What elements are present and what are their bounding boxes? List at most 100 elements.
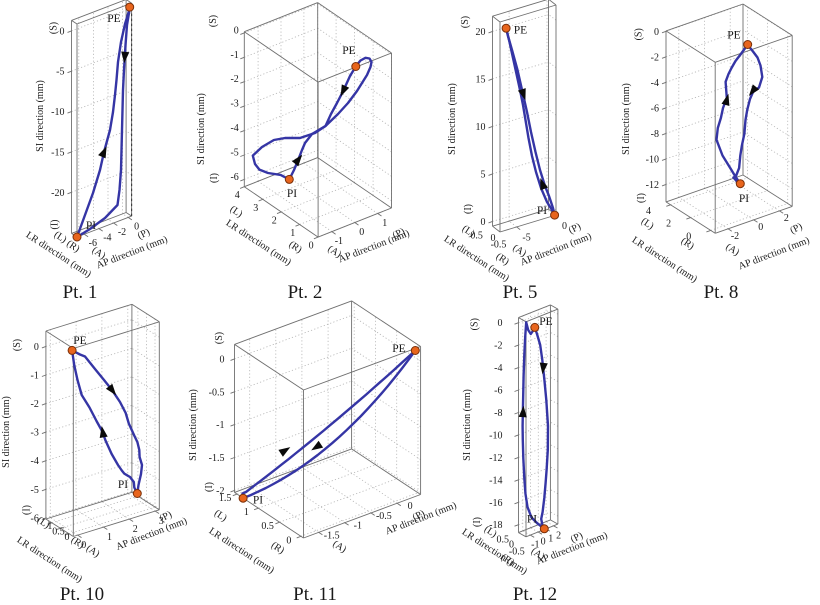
svg-text:(I): (I) [50, 220, 61, 230]
svg-text:1: 1 [382, 218, 387, 229]
svg-text:4: 4 [646, 206, 651, 217]
svg-text:0: 0 [541, 537, 546, 548]
svg-text:(P): (P) [567, 221, 583, 236]
svg-text:0: 0 [408, 501, 413, 512]
svg-text:-20: -20 [51, 188, 64, 199]
svg-text:-6: -6 [494, 386, 502, 397]
svg-text:-0.5: -0.5 [509, 546, 525, 557]
svg-text:-8: -8 [494, 408, 502, 419]
svg-text:(I): (I) [472, 517, 483, 527]
svg-text:Pt. 8: Pt. 8 [704, 282, 739, 303]
svg-text:SI direction (mm): SI direction (mm) [1, 396, 12, 468]
svg-text:1: 1 [47, 521, 52, 532]
svg-text:0: 0 [286, 535, 291, 546]
svg-text:(S): (S) [208, 15, 219, 27]
svg-text:Pt. 5: Pt. 5 [503, 282, 538, 303]
svg-text:(I): (I) [209, 173, 220, 183]
svg-text:Pt. 1: Pt. 1 [63, 282, 98, 303]
svg-text:2: 2 [133, 524, 138, 535]
svg-text:0: 0 [654, 27, 659, 38]
svg-text:PI: PI [537, 205, 547, 217]
svg-text:-5: -5 [56, 67, 64, 78]
svg-text:-16: -16 [489, 498, 502, 509]
svg-text:-10: -10 [489, 430, 502, 441]
svg-text:1: 1 [548, 533, 553, 544]
svg-text:0: 0 [562, 221, 567, 232]
svg-text:-4: -4 [651, 78, 659, 89]
svg-text:0: 0 [359, 227, 364, 238]
svg-text:0: 0 [234, 25, 239, 36]
svg-text:-18: -18 [489, 520, 502, 531]
svg-text:0: 0 [309, 241, 314, 252]
svg-text:-6: -6 [31, 513, 39, 524]
svg-text:2: 2 [666, 219, 671, 230]
svg-text:(I): (I) [204, 482, 215, 492]
svg-text:-1: -1 [354, 521, 362, 532]
svg-text:-6: -6 [89, 238, 97, 249]
svg-text:0: 0 [220, 354, 225, 365]
svg-text:-1: -1 [216, 420, 224, 431]
svg-text:0: 0 [134, 221, 139, 232]
svg-text:-2: -2 [118, 227, 126, 238]
svg-text:PI: PI [253, 495, 263, 507]
svg-text:0: 0 [491, 233, 496, 244]
svg-text:SI direction (mm): SI direction (mm) [35, 80, 46, 152]
svg-text:-5: -5 [230, 148, 238, 159]
svg-text:(P): (P) [158, 509, 174, 524]
svg-text:(S): (S) [49, 22, 60, 34]
svg-text:(P): (P) [411, 508, 427, 523]
svg-text:-8: -8 [651, 129, 659, 140]
svg-text:PE: PE [107, 13, 120, 25]
svg-text:-1: -1 [230, 50, 238, 61]
svg-text:0: 0 [498, 318, 503, 329]
svg-text:-0.5: -0.5 [491, 239, 507, 250]
svg-text:(I): (I) [22, 505, 33, 515]
svg-text:-0.5: -0.5 [376, 511, 392, 522]
svg-text:-1: -1 [31, 371, 39, 382]
svg-text:(S): (S) [460, 16, 471, 28]
svg-text:-2: -2 [494, 341, 502, 352]
svg-text:PE: PE [539, 316, 552, 328]
svg-text:(P): (P) [391, 226, 407, 241]
svg-text:-10: -10 [51, 107, 64, 118]
svg-text:(P): (P) [136, 227, 152, 242]
svg-text:-4: -4 [103, 233, 111, 244]
svg-text:0: 0 [686, 231, 691, 242]
svg-text:Pt. 12: Pt. 12 [513, 584, 557, 605]
svg-text:-14: -14 [489, 475, 502, 486]
svg-text:(S): (S) [634, 28, 645, 40]
svg-text:-4: -4 [230, 123, 238, 134]
svg-text:0: 0 [509, 540, 514, 551]
svg-text:-2: -2 [731, 231, 739, 242]
svg-text:0: 0 [60, 26, 65, 37]
svg-text:-15: -15 [51, 147, 64, 158]
svg-text:SI direction (mm): SI direction (mm) [462, 389, 473, 461]
svg-text:SI direction (mm): SI direction (mm) [196, 93, 207, 165]
svg-text:(I): (I) [636, 193, 647, 203]
svg-text:(S): (S) [12, 339, 23, 351]
svg-text:5: 5 [481, 169, 486, 180]
svg-text:Pt. 10: Pt. 10 [60, 584, 104, 605]
svg-text:0.5: 0.5 [261, 521, 274, 532]
svg-text:PI: PI [118, 479, 128, 491]
svg-text:0: 0 [34, 342, 39, 353]
svg-text:0: 0 [65, 532, 70, 543]
svg-text:PI: PI [527, 514, 537, 526]
svg-text:Pt. 2: Pt. 2 [288, 282, 323, 303]
svg-text:(S): (S) [470, 318, 481, 330]
svg-text:-10: -10 [646, 154, 659, 165]
svg-text:-1.5: -1.5 [209, 453, 225, 464]
svg-text:(P): (P) [569, 530, 585, 545]
svg-text:-1: -1 [335, 236, 343, 247]
svg-text:PE: PE [342, 45, 355, 57]
svg-text:-4: -4 [31, 456, 39, 467]
svg-text:-5: -5 [522, 232, 530, 243]
svg-text:-2: -2 [216, 486, 224, 497]
svg-text:PE: PE [392, 343, 405, 355]
svg-text:2: 2 [556, 530, 561, 541]
svg-text:-3: -3 [230, 99, 238, 110]
svg-text:0.5: 0.5 [52, 526, 65, 537]
svg-text:-12: -12 [646, 180, 659, 191]
svg-text:SI direction (mm): SI direction (mm) [621, 83, 632, 155]
svg-text:SI direction (mm): SI direction (mm) [188, 389, 199, 461]
